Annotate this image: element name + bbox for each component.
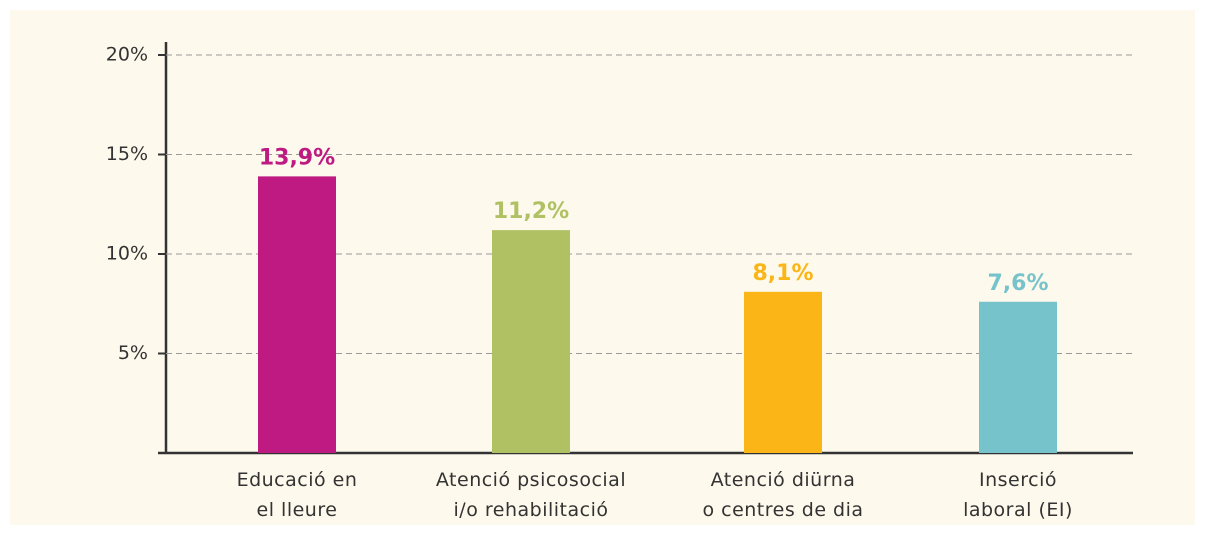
data-label: 11,2%	[493, 199, 569, 224]
y-tick-label: 5%	[118, 342, 148, 364]
bar	[979, 301, 1057, 453]
x-tick-label: Inserció laboral (EI)	[963, 469, 1073, 521]
data-label: 13,9%	[259, 145, 335, 170]
x-tick-label: Atenció diürna o centres de dia	[702, 469, 863, 521]
bar	[744, 291, 822, 453]
y-tick-label: 15%	[106, 143, 148, 165]
bar	[492, 230, 570, 453]
data-label: 7,6%	[987, 271, 1048, 296]
data-label: 8,1%	[752, 261, 813, 286]
x-tick-label: Educació en el lleure	[237, 469, 358, 521]
x-tick-label: Atenció psicosocial i/o rehabilitació	[436, 469, 626, 521]
y-tick-label: 10%	[106, 243, 148, 265]
bar	[258, 176, 336, 453]
y-tick-label: 20%	[106, 44, 148, 66]
